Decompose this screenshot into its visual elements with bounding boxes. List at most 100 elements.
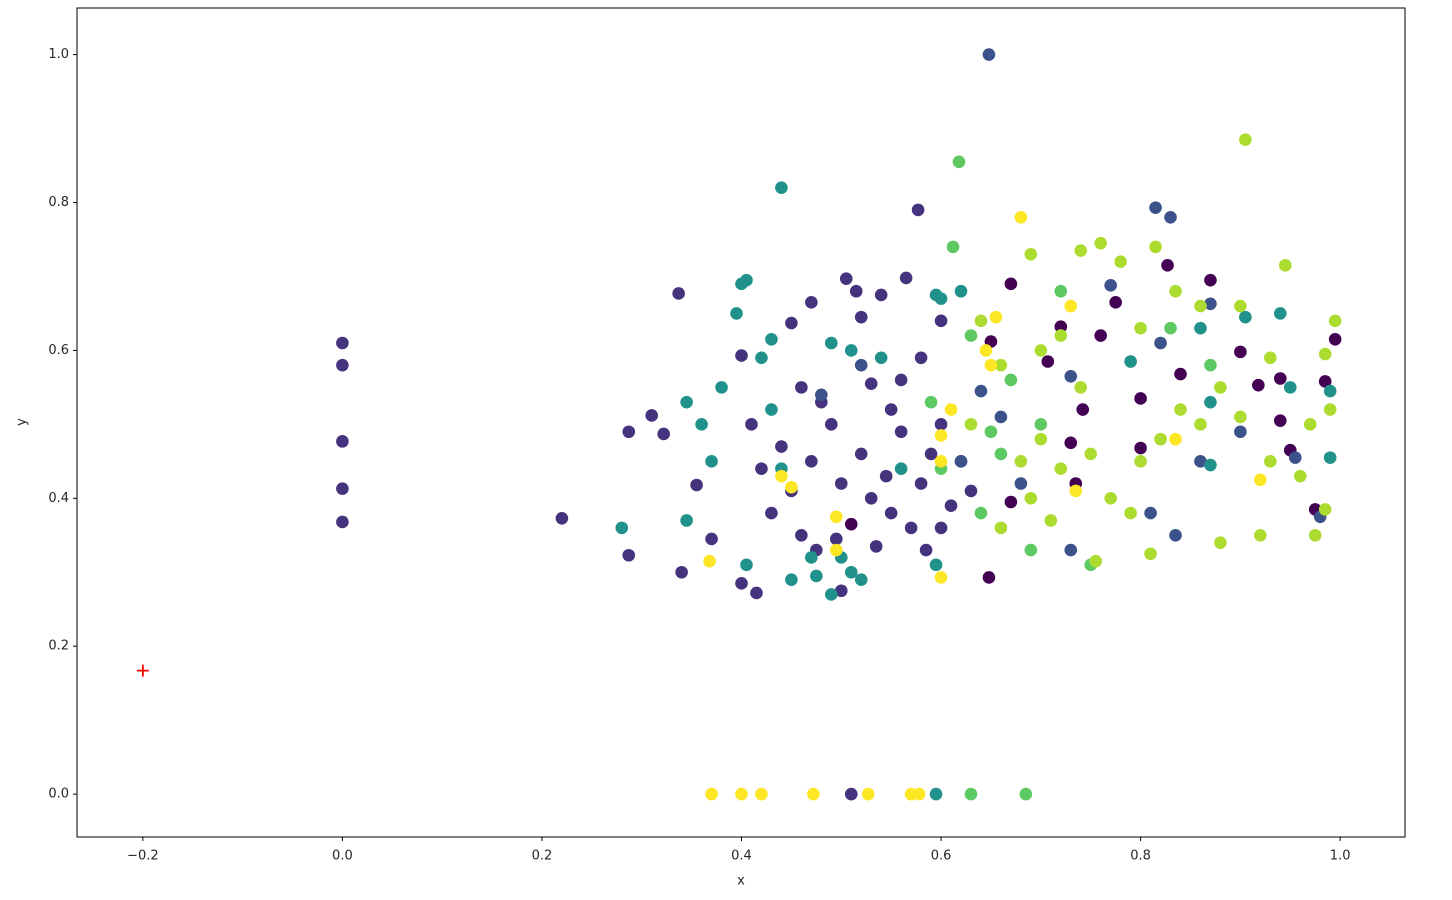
- scatter-point: [934, 521, 948, 535]
- scatter-point: [622, 425, 636, 439]
- y-tick-label: 0.6: [48, 343, 69, 358]
- scatter-point: [1288, 451, 1302, 464]
- y-tick-label: 0.2: [48, 639, 69, 654]
- scatter-point: [1076, 403, 1090, 416]
- scatter-point: [336, 515, 349, 529]
- scatter-point: [994, 358, 1008, 372]
- scatter-point: [1323, 403, 1337, 416]
- scatter-point: [1094, 329, 1107, 342]
- scatter-point: [1234, 410, 1247, 424]
- scatter-point: [829, 532, 843, 546]
- scatter-point: [750, 586, 763, 600]
- scatter-point: [805, 551, 818, 564]
- scatter-point: [1004, 277, 1018, 291]
- scatter-point: [680, 395, 693, 409]
- scatter-point: [982, 571, 996, 584]
- scatter-point: [690, 478, 703, 492]
- scatter-point: [929, 787, 943, 801]
- scatter-point: [795, 528, 808, 542]
- scatter-point: [1234, 425, 1247, 439]
- scatter-point: [705, 532, 718, 546]
- scatter-point: [964, 787, 978, 801]
- scatter-point: [1084, 447, 1098, 461]
- scatter-point: [884, 506, 898, 520]
- scatter-point: [1024, 247, 1038, 261]
- scatter-point: [1328, 314, 1342, 328]
- x-tick-label: 0.4: [731, 849, 752, 864]
- scatter-point: [954, 455, 968, 468]
- scatter-point: [1019, 787, 1033, 801]
- scatter-point: [680, 514, 693, 527]
- scatter-point: [1014, 477, 1028, 490]
- scatter-point: [1094, 236, 1107, 250]
- scatter-point: [844, 565, 858, 579]
- scatter-point: [1034, 344, 1048, 357]
- scatter-point: [755, 787, 768, 801]
- scatter-point: [912, 787, 926, 801]
- scatter-point: [815, 388, 828, 402]
- scatter-point: [1204, 273, 1217, 287]
- scatter-point: [1174, 403, 1187, 416]
- plus-marker: [136, 664, 149, 677]
- y-tick-label: 0.0: [48, 787, 69, 802]
- scatter-point: [952, 155, 966, 169]
- scatter-point: [994, 447, 1008, 461]
- scatter-point: [1144, 506, 1157, 520]
- scatter-point: [336, 358, 349, 372]
- scatter-point: [1064, 436, 1078, 450]
- scatter-point: [1154, 336, 1167, 350]
- x-tick-label: 1.0: [1330, 849, 1351, 864]
- scatter-point: [1323, 384, 1337, 398]
- scatter-point: [974, 314, 988, 328]
- scatter-point: [911, 203, 925, 217]
- scatter-point: [740, 558, 753, 572]
- scatter-point: [1318, 375, 1332, 388]
- scatter-point: [824, 588, 838, 601]
- scatter-point: [735, 349, 748, 362]
- scatter-point: [879, 469, 893, 483]
- scatter-point: [336, 435, 349, 448]
- scatter-point: [1014, 210, 1028, 224]
- scatter-point: [994, 521, 1008, 535]
- scatter-point: [1204, 358, 1217, 372]
- scatter-point: [1134, 321, 1147, 335]
- scatter-point: [1194, 418, 1207, 431]
- scatter-point: [1064, 543, 1078, 557]
- scatter-point: [824, 336, 838, 350]
- scatter-point: [1069, 484, 1083, 498]
- scatter-point: [1044, 514, 1058, 527]
- scatter-point: [1239, 310, 1252, 324]
- scatter-point: [989, 310, 1003, 324]
- scatter-point: [934, 571, 948, 584]
- scatter-point: [934, 418, 948, 431]
- scatter-point: [1264, 351, 1277, 365]
- scatter-point: [869, 540, 883, 553]
- scatter-point: [1239, 133, 1252, 146]
- scatter-point: [1024, 543, 1038, 557]
- scatter-point: [615, 521, 629, 535]
- scatter-point: [854, 358, 868, 372]
- scatter-point: [1134, 392, 1147, 405]
- scatter-point: [904, 521, 918, 535]
- scatter-point: [974, 384, 988, 398]
- scatter-point: [1318, 503, 1332, 516]
- scatter-point: [555, 511, 569, 525]
- scatter-point: [795, 381, 808, 394]
- y-tick-label: 0.8: [48, 195, 69, 210]
- scatter-point: [1318, 347, 1332, 361]
- scatter-point: [1161, 259, 1174, 272]
- x-axis-label: x: [737, 874, 745, 889]
- scatter-point: [336, 336, 349, 350]
- scatter-point: [1169, 432, 1182, 446]
- scatter-point: [805, 296, 818, 309]
- scatter-point: [894, 462, 908, 476]
- scatter-point: [807, 787, 820, 801]
- y-tick-label: 0.4: [48, 491, 69, 506]
- scatter-point: [1204, 395, 1217, 409]
- scatter-point: [984, 425, 998, 439]
- scatter-point: [914, 351, 928, 365]
- scatter-point: [834, 477, 848, 490]
- scatter-point: [1194, 455, 1207, 468]
- scatter-point: [964, 329, 978, 342]
